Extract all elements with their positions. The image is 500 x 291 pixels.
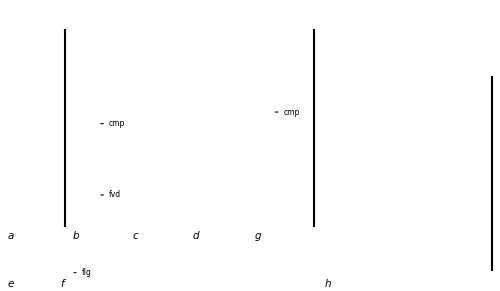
- Text: b: b: [72, 231, 79, 241]
- Text: f: f: [60, 279, 64, 289]
- Text: c: c: [132, 231, 138, 241]
- Text: h: h: [325, 279, 332, 289]
- Text: d: d: [192, 231, 199, 241]
- Text: flg: flg: [74, 268, 92, 277]
- Text: cmp: cmp: [101, 119, 126, 128]
- Text: e: e: [8, 279, 14, 289]
- Text: g: g: [255, 231, 262, 241]
- Text: cmp: cmp: [276, 108, 300, 116]
- Text: fvd: fvd: [101, 191, 121, 199]
- Text: a: a: [8, 231, 14, 241]
